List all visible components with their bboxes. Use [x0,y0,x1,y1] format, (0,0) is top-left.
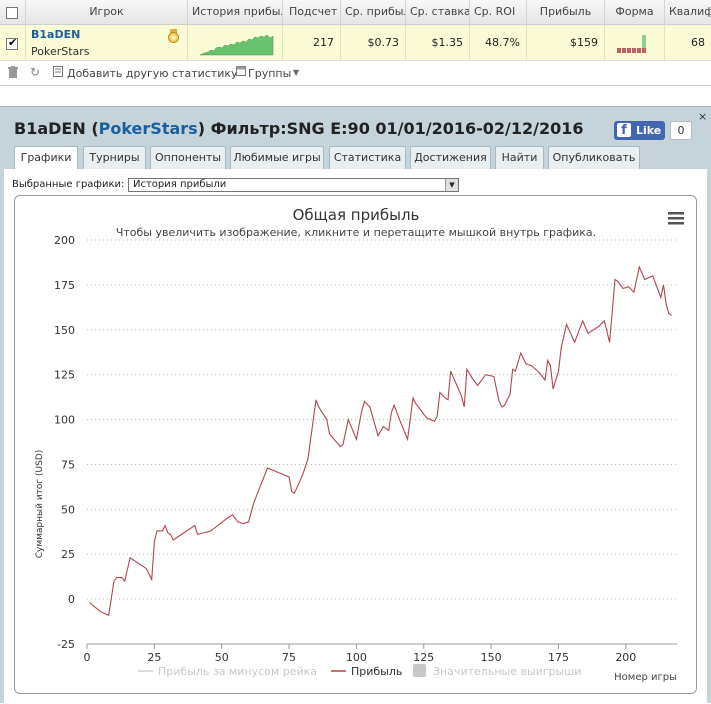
y-axis-label: Суммарный итог (USD) [35,450,45,559]
facebook-like-button[interactable]: f Like [614,121,665,140]
y-tick-label: -25 [57,638,75,651]
x-tick-label: 75 [282,651,296,664]
x-tick-label: 150 [481,651,502,664]
chart-select-label: Выбранные графики: [12,179,125,190]
panel-title-player: B1aDEN [14,119,86,138]
panel-title-filter: ) Фильтр:SNG E:90 01/01/2016-02/12/2016 [197,119,584,138]
col-header-avg-stake[interactable]: Ср. ставка [405,0,469,25]
chevron-down-icon[interactable]: ▼ [445,179,458,191]
col-header-qualif[interactable]: Квалиф [664,0,711,25]
col-header-profit[interactable]: Прибыль [526,0,604,25]
col-header-count[interactable]: Подсчет [282,0,340,25]
groups-icon[interactable] [236,66,246,79]
tab-statistics[interactable]: Статистика [329,146,406,169]
panel-title-paren: ( [91,119,99,138]
x-tick-label: 100 [346,651,367,664]
profit-cell: $159 [526,25,604,61]
col-header-avg-roi[interactable]: Ср. ROI [469,0,526,25]
table-header: Игрок История прибыли Подсчет Ср. прибыл… [0,0,711,25]
tab-find[interactable]: Найти [495,146,544,169]
y-axis-ticks: -25 0 25 50 75 100 125 150 175 200 [54,234,75,651]
chart-subtitle: Чтобы увеличить изображение, кликните и … [116,226,596,239]
profit-history-cell [187,25,282,61]
count-cell: 217 [282,25,340,61]
facebook-like-count: 0 [670,121,692,140]
tab-opponents[interactable]: Оппоненты [150,146,226,169]
player-cell: B1aDEN PokerStars [25,25,187,61]
avg-stake-cell: $1.35 [405,25,469,61]
profit-history-sparkline [199,34,274,56]
x-tick-label: 175 [548,651,569,664]
chart-container[interactable]: Общая прибыль Чтобы увеличить изображени… [14,195,697,694]
chevron-down-icon[interactable]: ▼ [293,68,300,77]
y-tick-label: 25 [61,548,75,561]
player-site: PokerStars [31,45,90,58]
tab-favorite-games[interactable]: Любимые игры [230,146,324,169]
x-tick-label: 50 [215,651,229,664]
facebook-like-label: Like [636,124,662,137]
player-name-link[interactable]: B1aDEN [31,28,81,41]
avg-profit-cell: $0.73 [340,25,405,61]
groups-dropdown[interactable]: Группы [248,67,292,80]
add-stat-icon[interactable] [53,66,63,80]
chart-legend: Прибыль за минусом рейка Прибыль Значите… [138,664,581,678]
qualif-cell: 68 [664,25,711,61]
select-all-checkbox[interactable] [6,7,18,19]
tab-achievements[interactable]: Достижения [410,146,491,169]
add-stat-link[interactable]: Добавить другую статистику [67,67,238,80]
tab-charts[interactable]: Графики [14,146,78,170]
row-checkbox[interactable] [6,36,18,50]
y-tick-label: 125 [54,369,75,382]
x-tick-label: 200 [615,651,636,664]
chart-select[interactable]: История прибыли ▼ [128,178,459,192]
tab-publish[interactable]: Опубликовать [548,146,640,169]
profit-chart[interactable]: Общая прибыль Чтобы увеличить изображени… [15,196,697,694]
chart-menu-icon[interactable] [668,212,684,225]
col-header-avg-profit[interactable]: Ср. прибыль [340,0,405,25]
table-toolbar: ↻ Добавить другую статистику Группы ▼ [0,62,711,86]
y-tick-label: 175 [54,279,75,292]
table-row[interactable]: B1aDEN PokerStars 217 $0.73 $1.35 48.7% … [0,25,711,61]
award-icon[interactable] [167,29,180,44]
legend-item-big-wins[interactable]: Значительные выигрыши [413,664,581,678]
panel-title: B1aDEN (PokerStars) Фильтр:SNG E:90 01/0… [14,119,584,138]
y-tick-label: 100 [54,414,75,427]
series-line-profit[interactable] [89,265,672,617]
chart-grid [87,239,677,645]
legend-item-profit[interactable]: Прибыль [331,665,402,678]
row-select-cell [0,25,25,61]
legend-item-rake[interactable]: Прибыль за минусом рейка [138,665,317,678]
facebook-icon: f [617,123,631,138]
chart-series [89,265,672,617]
panel-title-site-link[interactable]: PokerStars [98,119,198,138]
charts-content: Выбранные графики: История прибыли ▼ Общ… [4,169,707,704]
chart-title: Общая прибыль [293,206,420,224]
y-tick-label: 75 [61,458,75,471]
close-icon[interactable]: × [698,110,708,123]
trash-icon[interactable] [8,66,18,81]
y-tick-label: 200 [54,234,75,247]
y-tick-label: 0 [68,593,75,606]
tab-tournaments[interactable]: Турниры [83,146,146,169]
refresh-icon[interactable]: ↻ [30,65,41,79]
legend-label-rake: Прибыль за минусом рейка [158,665,317,678]
col-header-form[interactable]: Форма [604,0,664,25]
legend-label-big-wins: Значительные выигрыши [433,665,581,678]
x-axis-ticks: 0 25 50 75 100 125 150 175 200 [84,644,636,664]
legend-label-profit: Прибыль [351,665,402,678]
col-header-profit-history[interactable]: История прибыли [187,0,282,25]
player-panel: B1aDEN (PokerStars) Фильтр:SNG E:90 01/0… [0,106,711,704]
x-tick-label: 25 [147,651,161,664]
y-tick-label: 50 [61,503,75,516]
select-all-cell [0,0,25,25]
col-header-player[interactable]: Игрок [25,0,187,25]
x-axis-label: Номер игры [614,672,677,683]
form-bars [617,35,646,53]
y-tick-label: 150 [54,324,75,337]
form-cell [604,25,664,61]
avg-roi-cell: 48.7% [469,25,526,61]
x-tick-label: 0 [84,651,91,664]
x-tick-label: 125 [413,651,434,664]
chart-select-value: История прибыли [133,179,227,190]
